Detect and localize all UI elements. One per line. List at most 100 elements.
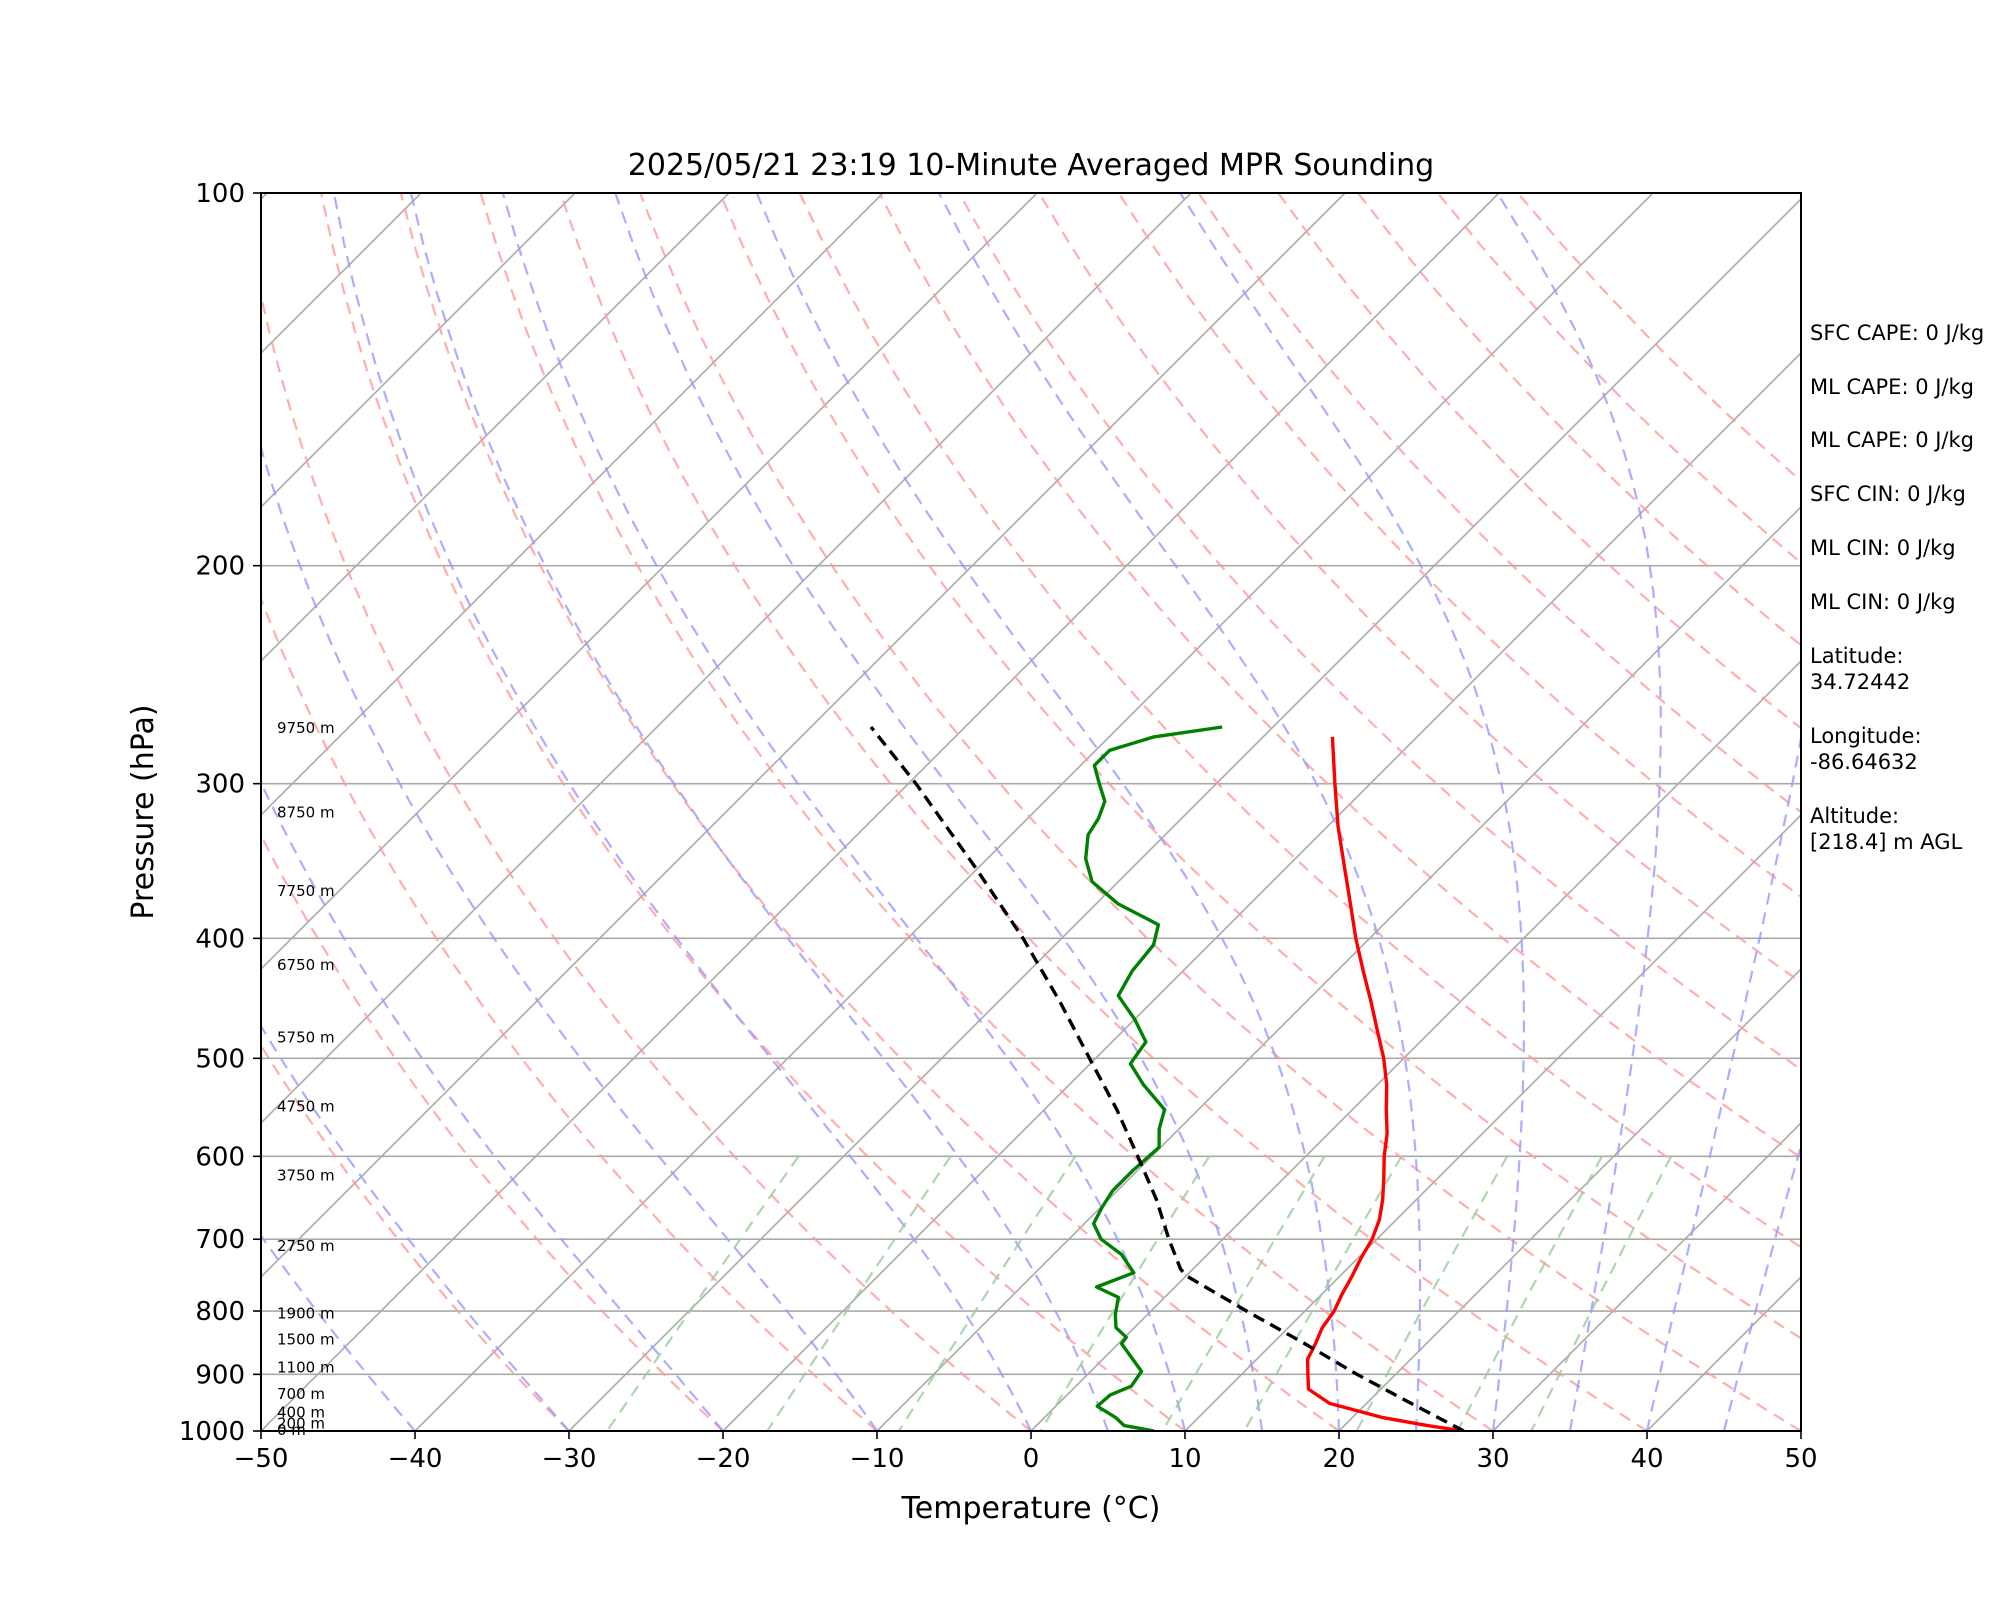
height-label: 400 m bbox=[277, 1404, 325, 1422]
x-tick-label: 20 bbox=[1322, 1444, 1355, 1474]
moist-adiabat-line bbox=[261, 444, 878, 1431]
dry-adiabat-line bbox=[261, 1043, 570, 1431]
isotherm-line bbox=[876, 505, 1801, 1431]
altitude-text: Altitude: [218.4] m AGL bbox=[1810, 804, 1963, 854]
height-label: 700 m bbox=[277, 1385, 325, 1403]
mixing-ratio-line bbox=[1530, 1155, 1673, 1431]
isotherm-line bbox=[1338, 967, 1801, 1431]
height-label: 2750 m bbox=[277, 1237, 335, 1255]
y-tick-label: 300 bbox=[195, 770, 245, 800]
height-label: 7750 m bbox=[277, 882, 335, 900]
isotherm-line bbox=[1030, 659, 1801, 1431]
isotherm-line bbox=[261, 193, 576, 509]
height-label: 6750 m bbox=[277, 956, 335, 974]
isotherm-line bbox=[1492, 1121, 1801, 1431]
height-label: 200 m bbox=[277, 1415, 325, 1433]
mixing-ratio-line bbox=[766, 1155, 952, 1431]
chart-title: 2025/05/21 23:19 10-Minute Averaged MPR … bbox=[628, 148, 1434, 183]
isotherm-line bbox=[261, 193, 1192, 1125]
parcel-series-line bbox=[869, 725, 1465, 1431]
x-tick-label: 50 bbox=[1784, 1444, 1817, 1474]
dry-adiabat-line bbox=[559, 193, 1648, 1431]
height-label: 8750 m bbox=[277, 803, 335, 821]
moist-adiabat-line bbox=[1496, 193, 1662, 1431]
isotherm-line bbox=[414, 193, 1654, 1431]
isotherm-line bbox=[261, 193, 884, 817]
moist-adiabat-line bbox=[332, 193, 1032, 1431]
sfc-cin-text: SFC CIN: 0 J/kg bbox=[1810, 482, 1966, 506]
isotherm-line bbox=[0, 193, 113, 1431]
y-tick-label: 800 bbox=[195, 1297, 245, 1327]
dry-adiabat-line bbox=[261, 833, 724, 1431]
longitude-text: Longitude: -86.64632 bbox=[1810, 724, 1922, 774]
mixing-ratio-line bbox=[1355, 1155, 1509, 1431]
height-label: 1100 m bbox=[277, 1358, 335, 1376]
moist-adiabat-line bbox=[501, 193, 1187, 1431]
moist-adiabat-line bbox=[1722, 1141, 1801, 1431]
mixing-ratio-line bbox=[1456, 1155, 1603, 1431]
x-tick-label: 0 bbox=[1023, 1444, 1040, 1474]
y-axis-label: Pressure (hPa) bbox=[126, 704, 161, 919]
dry-adiabat-line bbox=[1038, 193, 1801, 984]
dewpoint-series-line bbox=[1083, 725, 1223, 1431]
mixing-ratio-line bbox=[897, 1155, 1077, 1431]
latitude-text: Latitude: 34.72442 bbox=[1810, 644, 1911, 694]
x-tick-label: −50 bbox=[234, 1444, 289, 1474]
isotherm-line bbox=[261, 193, 1500, 1431]
height-label: 4750 m bbox=[277, 1098, 335, 1116]
x-tick-label: −40 bbox=[388, 1444, 443, 1474]
moist-adiabat-line bbox=[938, 193, 1422, 1431]
plot-frame bbox=[260, 192, 1802, 1432]
height-labels: 9750 m 8750 m 7750 m 6750 m 5750 m 4750 m 3750… bbox=[277, 719, 335, 1439]
ml-cin-text-2: ML CIN: 0 J/kg bbox=[1810, 590, 1956, 614]
y-tick-label: 400 bbox=[195, 924, 245, 954]
isotherm-line bbox=[568, 197, 1801, 1431]
mixing-ratio-line bbox=[1039, 1155, 1211, 1431]
y-tick-label: 900 bbox=[195, 1360, 245, 1390]
dry-adiabat-line bbox=[261, 595, 878, 1431]
moist-adiabat-line bbox=[755, 193, 1341, 1431]
temperature-series-line bbox=[1305, 736, 1464, 1431]
height-label: 5750 m bbox=[277, 1029, 335, 1047]
y-tick-label: 600 bbox=[195, 1142, 245, 1172]
dry-adiabat-line bbox=[1277, 193, 1801, 730]
isotherm-line bbox=[261, 193, 730, 663]
height-label: 1500 m bbox=[277, 1330, 335, 1348]
y-tick-label: 700 bbox=[195, 1225, 245, 1255]
x-tick-label: −20 bbox=[696, 1444, 751, 1474]
height-label: 0 m bbox=[277, 1421, 306, 1439]
moist-adiabat-line bbox=[261, 1024, 570, 1431]
ml-cin-text: ML CIN: 0 J/kg bbox=[1810, 536, 1956, 560]
x-tick-label: −10 bbox=[850, 1444, 905, 1474]
dry-adiabat-line bbox=[1117, 193, 1801, 899]
mixing-ratio-line bbox=[606, 1155, 800, 1431]
ml-cape-text: ML CAPE: 0 J/kg bbox=[1810, 375, 1975, 399]
dry-adiabat-line bbox=[718, 193, 1801, 1340]
height-label: 3750 m bbox=[277, 1167, 335, 1185]
dry-adiabat-line bbox=[479, 193, 1494, 1431]
dry-adiabat-line bbox=[399, 193, 1340, 1431]
ticks-layer: −50 −40 −30 −20 −10 0 10 20 30 40 50 100 200 300 400 50… bbox=[179, 179, 1818, 1474]
dry-adiabat-line bbox=[261, 291, 1032, 1431]
background-lines bbox=[0, 193, 1801, 1431]
x-axis-label: Temperature (°C) bbox=[901, 1491, 1161, 1526]
isotherm-line bbox=[261, 193, 1346, 1279]
x-tick-label: −30 bbox=[542, 1444, 597, 1474]
moist-adiabat-line bbox=[409, 193, 1110, 1431]
x-tick-label: 10 bbox=[1168, 1444, 1201, 1474]
mixing-ratio-line bbox=[1161, 1155, 1326, 1431]
isotherm-line bbox=[722, 351, 1801, 1431]
dry-adiabat-line bbox=[320, 193, 1186, 1431]
y-tick-label: 100 bbox=[195, 179, 245, 209]
y-tick-label: 200 bbox=[195, 552, 245, 582]
moist-adiabat-line bbox=[614, 193, 1264, 1431]
y-tick-label: 1000 bbox=[179, 1417, 245, 1447]
series-layer bbox=[869, 725, 1465, 1431]
dry-adiabat-line bbox=[639, 193, 1801, 1431]
dry-adiabat-line bbox=[878, 193, 1801, 1159]
isotherm-line bbox=[1184, 813, 1801, 1431]
y-tick-label: 500 bbox=[195, 1044, 245, 1074]
dry-adiabat-line bbox=[798, 193, 1801, 1249]
x-tick-label: 40 bbox=[1630, 1444, 1663, 1474]
